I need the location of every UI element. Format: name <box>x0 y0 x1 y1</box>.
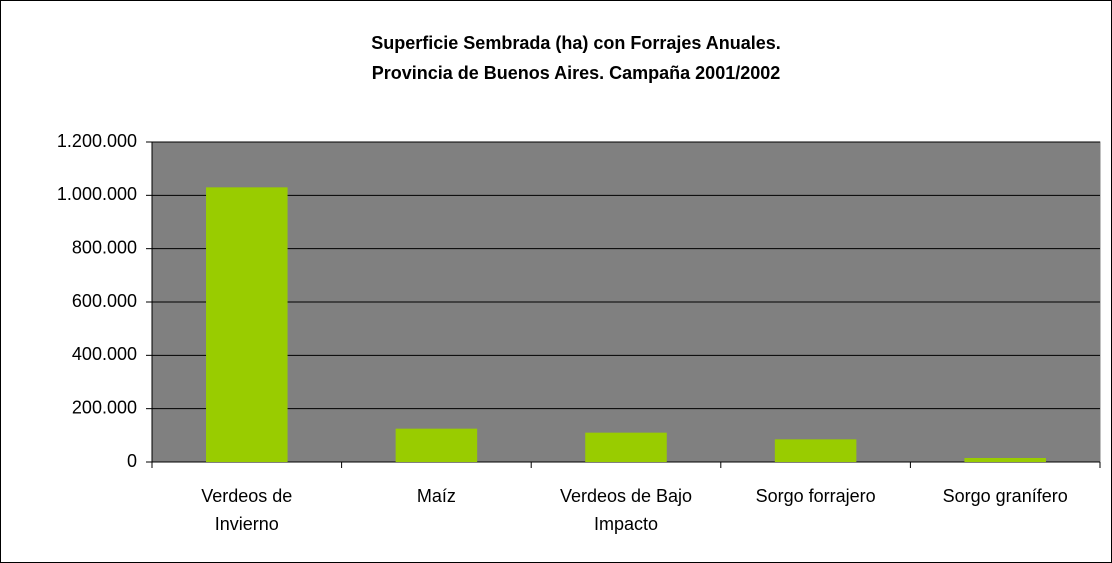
chart-title: Superficie Sembrada (ha) con Forrajes An… <box>371 33 780 53</box>
bar <box>585 432 667 462</box>
x-tick-label: Sorgo granífero <box>942 486 1068 506</box>
chart-title: Provincia de Buenos Aires. Campaña 2001/… <box>372 63 781 83</box>
y-tick-label: 0 <box>127 451 137 471</box>
x-tick-label: Verdeos de Bajo Impacto <box>559 486 693 534</box>
y-tick-label: 400.000 <box>72 344 137 364</box>
y-tick-label: 1.200.000 <box>57 131 137 151</box>
bar <box>395 428 478 462</box>
y-tick-label: 200.000 <box>72 397 137 417</box>
x-tick-label: Sorgo forrajero <box>755 486 876 506</box>
y-tick-label: 800.000 <box>72 237 137 257</box>
x-tick-label: Maíz <box>416 486 456 506</box>
bar <box>774 439 857 462</box>
y-tick-label: 1.000.000 <box>57 184 137 204</box>
bar <box>964 458 1046 462</box>
bar <box>206 187 288 463</box>
x-tick-label: Verdeos de Invierno <box>201 486 293 534</box>
y-tick-label: 600.000 <box>72 291 137 311</box>
